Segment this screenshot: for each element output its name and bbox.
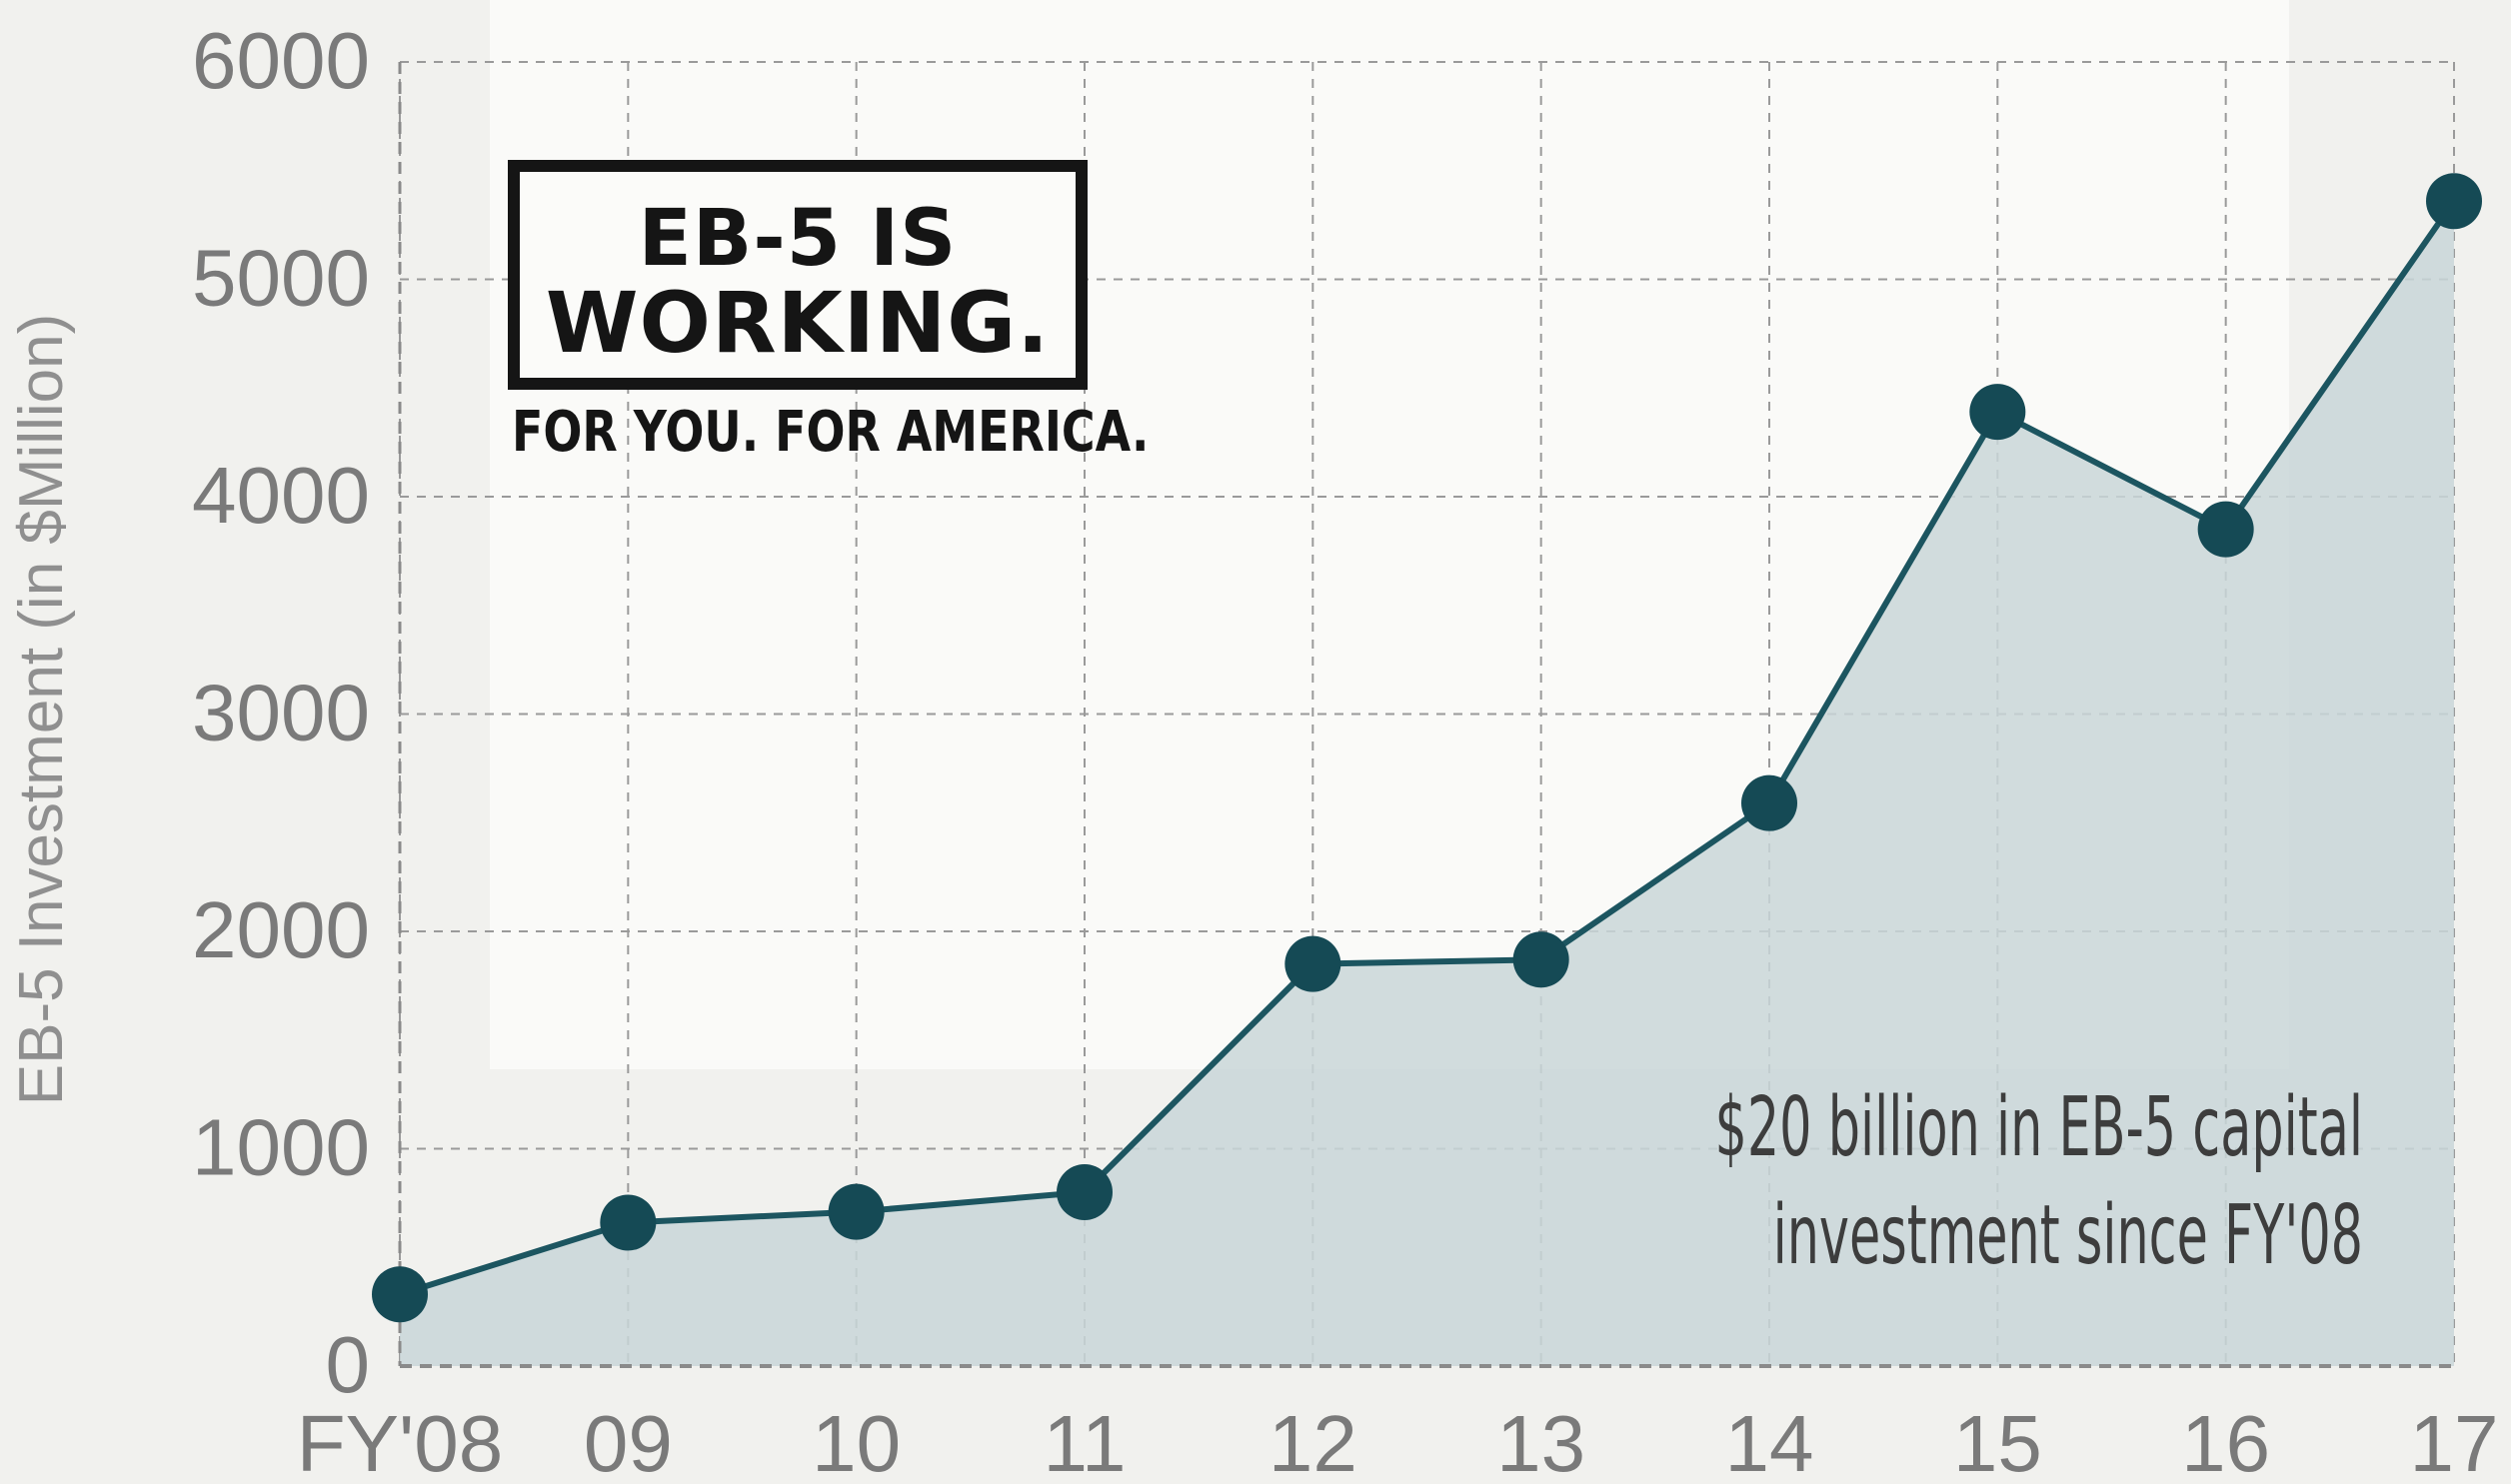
investment-annotation: $20 billion in EB-5 capital investment s… xyxy=(1714,1074,2363,1290)
data-point xyxy=(1741,774,1797,831)
y-tick-label: 0 xyxy=(326,1320,371,1409)
data-point xyxy=(1512,931,1569,988)
data-point xyxy=(1969,384,2026,441)
area-fill xyxy=(400,201,2454,1367)
x-tick-label: 12 xyxy=(1268,1399,1357,1484)
data-point xyxy=(600,1194,657,1251)
axis-layer xyxy=(398,62,2454,1368)
x-tick-label: 10 xyxy=(812,1399,901,1484)
x-tick-label: 16 xyxy=(2181,1399,2270,1484)
annotation-line-1: $20 billion in EB-5 capital xyxy=(1714,1080,2363,1175)
data-point xyxy=(828,1183,885,1240)
data-point xyxy=(1057,1164,1113,1220)
data-point xyxy=(2426,173,2482,230)
y-tick-label: 4000 xyxy=(192,451,370,540)
y-tick-label: 5000 xyxy=(192,234,370,323)
data-point xyxy=(372,1266,428,1323)
marker-layer xyxy=(372,173,2482,1323)
eb5-logo: EB-5 IS WORKING. xyxy=(508,160,1088,390)
logo-line-2: WORKING. xyxy=(545,274,1051,372)
x-tick-label: 11 xyxy=(1043,1399,1126,1484)
series-line xyxy=(399,199,2457,1298)
y-axis-label: EB-5 Investment (in $Million) xyxy=(7,314,76,1106)
data-point xyxy=(1284,935,1341,992)
x-tick-label: 17 xyxy=(2410,1399,2499,1484)
y-tick-label: 2000 xyxy=(192,885,370,974)
x-tick-label: 09 xyxy=(584,1399,673,1484)
tick-layer: 0 1000 2000 3000 4000 5000 6000 FY'08 09 10 11 12 13… xyxy=(192,16,2498,1484)
x-tick-label: 15 xyxy=(1953,1399,2042,1484)
x-tick-label: 13 xyxy=(1496,1399,1585,1484)
y-tick-label: 1000 xyxy=(192,1103,370,1192)
y-tick-label: 3000 xyxy=(192,669,370,757)
x-tick-label: FY'08 xyxy=(297,1399,503,1484)
annotation-line-2: investment since FY'08 xyxy=(1772,1188,2363,1283)
logo-tagline: FOR YOU. FOR AMERICA. xyxy=(512,400,1150,465)
y-tick-label: 6000 xyxy=(192,16,370,105)
data-point xyxy=(2197,501,2254,558)
x-tick-label: 14 xyxy=(1725,1399,1814,1484)
logo-line-1: EB-5 IS xyxy=(638,194,958,284)
